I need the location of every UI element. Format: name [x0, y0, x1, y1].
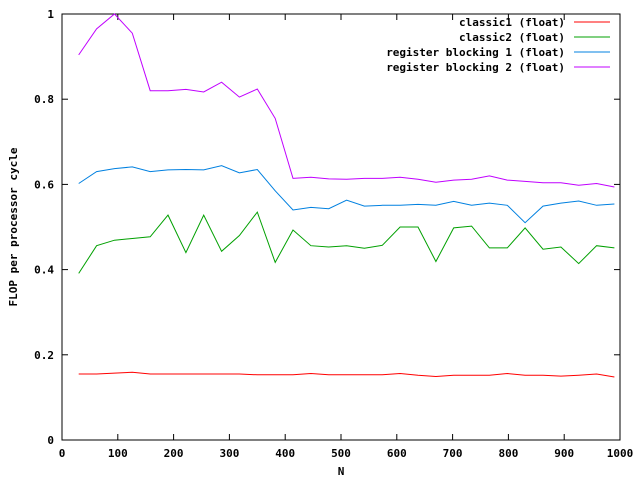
- x-tick-label: 500: [331, 447, 351, 460]
- x-tick-label: 900: [554, 447, 574, 460]
- y-tick-label: 0.4: [34, 264, 54, 277]
- x-tick-label: 200: [164, 447, 184, 460]
- y-tick-label: 0: [47, 434, 54, 447]
- legend-label-2: classic2 (float): [459, 31, 565, 44]
- x-tick-label: 300: [219, 447, 239, 460]
- legend: classic1 (float) classic2 (float) register…: [386, 16, 610, 74]
- x-tick-label: 700: [443, 447, 463, 460]
- x-tick-label: 100: [108, 447, 128, 460]
- x-axis-title: N: [338, 465, 345, 478]
- y-tick-label: 1: [47, 8, 54, 21]
- series-line-3: [78, 165, 615, 224]
- x-tick-label: 800: [498, 447, 518, 460]
- series-lines: [78, 13, 615, 378]
- series-line-4: [78, 13, 615, 188]
- axis-ticks: [61, 13, 621, 441]
- series-line-2: [78, 211, 615, 274]
- legend-label-1: classic1 (float): [459, 16, 565, 29]
- x-tick-label: 600: [387, 447, 407, 460]
- y-tick-label: 0.6: [34, 178, 54, 191]
- y-tick-label: 0.2: [34, 349, 54, 362]
- axis-tick-labels: 0 100 200 300 400 500 600 700 800 900 1000 0 0.2 0.4 0…: [34, 8, 633, 460]
- legend-label-4: register blocking 2 (float): [386, 61, 565, 74]
- x-tick-label: 0: [59, 447, 66, 460]
- y-axis-title: FLOP per processor cycle: [7, 147, 20, 306]
- series-line-1: [78, 371, 615, 378]
- x-tick-label: 1000: [607, 447, 634, 460]
- y-tick-label: 0.8: [34, 93, 54, 106]
- legend-label-3: register blocking 1 (float): [386, 46, 565, 59]
- x-tick-label: 400: [275, 447, 295, 460]
